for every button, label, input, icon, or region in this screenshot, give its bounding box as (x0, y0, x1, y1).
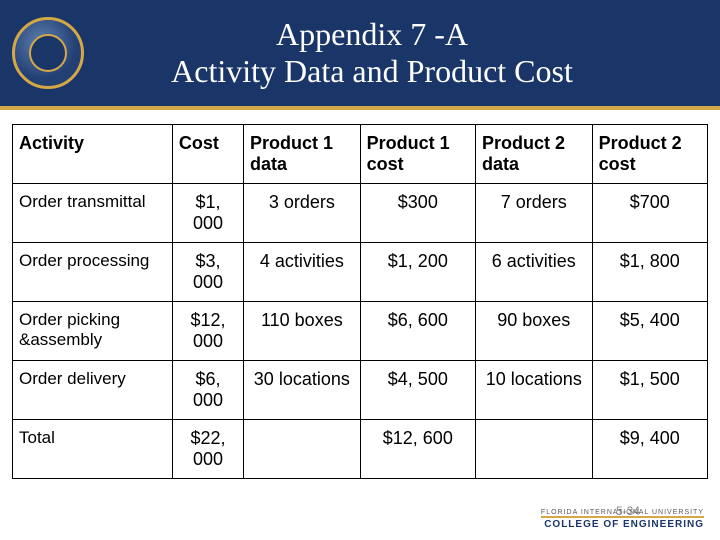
cell: 3 orders (244, 184, 361, 243)
cell: $700 (592, 184, 707, 243)
title-line-1: Appendix 7 -A (84, 16, 660, 53)
university-name: FLORIDA INTERNATIONAL UNIVERSITY (541, 509, 704, 516)
title-band: Appendix 7 -A Activity Data and Product … (0, 0, 720, 110)
cell: $300 (360, 184, 475, 243)
col-p2-data: Product 2 data (476, 125, 593, 184)
cell: $6, 000 (172, 361, 243, 420)
cell: 10 locations (476, 361, 593, 420)
cell: $9, 400 (592, 420, 707, 479)
table-row: Order picking &assembly $12, 000 110 box… (13, 302, 708, 361)
activity-cost-table: Activity Cost Product 1 data Product 1 c… (12, 124, 708, 479)
college-name: COLLEGE OF ENGINEERING (541, 516, 704, 530)
cell: $1, 000 (172, 184, 243, 243)
university-seal-icon (12, 17, 84, 89)
table-header-row: Activity Cost Product 1 data Product 1 c… (13, 125, 708, 184)
cell: $12, 000 (172, 302, 243, 361)
cell: $5, 400 (592, 302, 707, 361)
cell (244, 420, 361, 479)
cell (476, 420, 593, 479)
cell: 30 locations (244, 361, 361, 420)
col-p1-data: Product 1 data (244, 125, 361, 184)
slide-title: Appendix 7 -A Activity Data and Product … (84, 16, 720, 90)
col-p2-cost: Product 2 cost (592, 125, 707, 184)
cell: Order delivery (13, 361, 173, 420)
col-activity: Activity (13, 125, 173, 184)
cell: $1, 500 (592, 361, 707, 420)
cell: $1, 200 (360, 243, 475, 302)
col-cost: Cost (172, 125, 243, 184)
col-p1-cost: Product 1 cost (360, 125, 475, 184)
table-row: Order transmittal $1, 000 3 orders $300 … (13, 184, 708, 243)
cell: Order picking &assembly (13, 302, 173, 361)
title-line-2: Activity Data and Product Cost (84, 53, 660, 90)
cell: 110 boxes (244, 302, 361, 361)
cell: $22, 000 (172, 420, 243, 479)
cell: $12, 600 (360, 420, 475, 479)
table-row: Order delivery $6, 000 30 locations $4, … (13, 361, 708, 420)
cell: 4 activities (244, 243, 361, 302)
cell: $3, 000 (172, 243, 243, 302)
cell: Order processing (13, 243, 173, 302)
cell: $4, 500 (360, 361, 475, 420)
cell: $1, 800 (592, 243, 707, 302)
table-row: Order processing $3, 000 4 activities $1… (13, 243, 708, 302)
cell: 6 activities (476, 243, 593, 302)
cell: 7 orders (476, 184, 593, 243)
content-area: Activity Cost Product 1 data Product 1 c… (0, 110, 720, 479)
cell: Order transmittal (13, 184, 173, 243)
cell: 90 boxes (476, 302, 593, 361)
cell: Total (13, 420, 173, 479)
table-row-total: Total $22, 000 $12, 600 $9, 400 (13, 420, 708, 479)
table-body: Order transmittal $1, 000 3 orders $300 … (13, 184, 708, 479)
cell: $6, 600 (360, 302, 475, 361)
footer-branding: FLORIDA INTERNATIONAL UNIVERSITY COLLEGE… (541, 509, 704, 530)
